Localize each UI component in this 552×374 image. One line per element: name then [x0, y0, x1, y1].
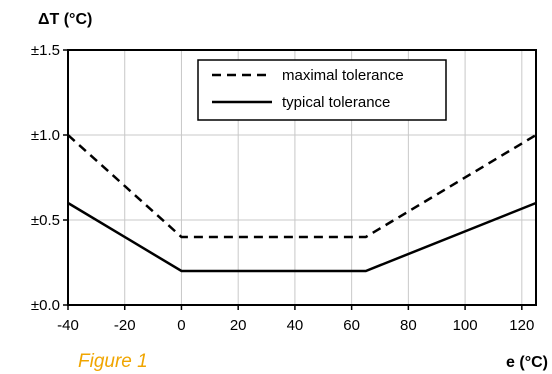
- x-tick-label: 120: [509, 317, 534, 334]
- y-axis-ticks: ±0.0 ±0.5 ±1.0 ±1.5: [31, 42, 68, 314]
- y-axis-label: ΔT (°C): [38, 11, 92, 28]
- x-axis-ticks: -40 -20 0 20 40 60 80 100 120: [57, 305, 534, 334]
- legend: maximal tolerance typical tolerance: [197, 59, 447, 121]
- x-tick-label: 80: [400, 317, 417, 334]
- y-tick-label: ±1.0: [31, 127, 60, 144]
- x-tick-label: 0: [177, 317, 185, 334]
- x-axis-label: e (°C): [506, 354, 548, 371]
- series-line-maximal-tolerance: [67, 133, 537, 239]
- legend-box: [197, 59, 447, 121]
- x-tick-label: 100: [453, 317, 478, 334]
- x-tick-label: -20: [114, 317, 136, 334]
- x-tick-label: 40: [287, 317, 304, 334]
- figure-caption: Figure 1: [78, 351, 148, 372]
- x-tick-label: 20: [230, 317, 247, 334]
- x-tick-label: 60: [343, 317, 360, 334]
- x-tick-label: -40: [57, 317, 79, 334]
- plot-area-frame: [67, 49, 537, 306]
- y-tick-label: ±0.5: [31, 212, 60, 229]
- series-line-typical-tolerance: [67, 201, 537, 273]
- data-series: [67, 133, 537, 273]
- legend-label-typical: typical tolerance: [282, 94, 390, 111]
- y-tick-label: ±1.5: [31, 42, 60, 59]
- y-tick-label: ±0.0: [31, 297, 60, 314]
- legend-label-maximal: maximal tolerance: [282, 67, 404, 84]
